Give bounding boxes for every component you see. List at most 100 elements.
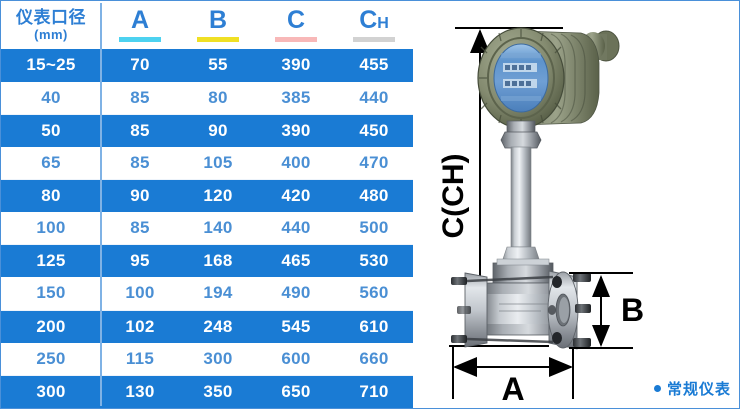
cell-a: 95 bbox=[130, 251, 150, 271]
cell-ch: 610 bbox=[359, 316, 389, 336]
lcd-digits bbox=[501, 53, 541, 101]
cell-ch: 500 bbox=[335, 212, 413, 246]
table-row: 40 85 80 385 440 bbox=[1, 81, 413, 115]
table-header: 仪表口径 (mm) A B C bbox=[1, 1, 413, 49]
cell-nominal-diameter: 250 bbox=[1, 342, 101, 376]
table-body: 15~25 70 55 390 455 40 85 80 385 440 50 85 90 390 450 6… bbox=[1, 49, 413, 408]
cell-c: 400 bbox=[257, 146, 335, 180]
cell-nominal-diameter: 40 bbox=[1, 81, 101, 115]
diagram-svg: C(CH) bbox=[437, 27, 644, 407]
cell-nominal-diameter: 50 bbox=[41, 120, 61, 140]
cell-b: 350 bbox=[203, 381, 233, 401]
header-letter-c: C bbox=[286, 6, 306, 34]
cell-b: 194 bbox=[179, 277, 257, 311]
cell-ch: 530 bbox=[359, 251, 389, 271]
header-underline-ch bbox=[353, 37, 395, 42]
table-row: 80 90 120 420 480 bbox=[1, 179, 413, 213]
header-cell-nominal-diameter: 仪表口径 (mm) bbox=[1, 1, 101, 49]
cell-a: 85 bbox=[101, 146, 179, 180]
cell-a: 85 bbox=[130, 120, 150, 140]
cell-b: 300 bbox=[179, 342, 257, 376]
header-letter-a: A bbox=[130, 6, 150, 34]
header-dn-unit: (mm) bbox=[34, 26, 68, 42]
cell-c: 650 bbox=[281, 381, 311, 401]
cell-a: 70 bbox=[130, 55, 150, 75]
cell-ch: 455 bbox=[359, 55, 389, 75]
cell-b: 90 bbox=[208, 120, 228, 140]
header-cell-c: C bbox=[257, 1, 335, 49]
caption-text: 常规仪表 bbox=[666, 381, 731, 398]
cell-nominal-diameter: 125 bbox=[36, 251, 66, 271]
cell-c: 600 bbox=[257, 342, 335, 376]
table-row: 200 102 248 545 610 bbox=[1, 310, 413, 343]
dimension-spec-table: 仪表口径 (mm) A B C bbox=[1, 1, 413, 408]
extension-neck bbox=[500, 146, 542, 266]
cell-nominal-diameter: 150 bbox=[1, 277, 101, 311]
header-underline-b bbox=[197, 37, 239, 42]
table-row: 250 115 300 600 660 bbox=[1, 342, 413, 376]
cell-ch: 480 bbox=[359, 186, 389, 206]
cell-nominal-diameter: 80 bbox=[41, 186, 61, 206]
header-underline-a bbox=[119, 37, 161, 42]
table-row: 15~25 70 55 390 455 bbox=[1, 49, 413, 82]
cell-c: 545 bbox=[281, 316, 311, 336]
cell-b: 140 bbox=[179, 212, 257, 246]
table-header-row: 仪表口径 (mm) A B C bbox=[1, 1, 413, 49]
cell-nominal-diameter: 200 bbox=[36, 316, 66, 336]
cell-a: 102 bbox=[125, 316, 155, 336]
cell-b: 80 bbox=[179, 81, 257, 115]
cell-ch: 660 bbox=[335, 342, 413, 376]
lcd-display bbox=[493, 43, 549, 113]
cell-nominal-diameter: 65 bbox=[1, 146, 101, 180]
cell-nominal-diameter: 15~25 bbox=[26, 55, 76, 75]
flange-bolts-right bbox=[548, 273, 591, 347]
dimension-b: B bbox=[569, 272, 644, 349]
dimension-a: A bbox=[452, 347, 574, 407]
flanged-meter-body bbox=[451, 258, 591, 350]
table-column-divider bbox=[100, 3, 102, 406]
cell-c: 390 bbox=[281, 55, 311, 75]
cell-a: 115 bbox=[101, 342, 179, 376]
table-row: 65 85 105 400 470 bbox=[1, 146, 413, 180]
cell-ch: 440 bbox=[335, 81, 413, 115]
table-row: 50 85 90 390 450 bbox=[1, 114, 413, 147]
header-dn-label: 仪表口径 bbox=[16, 7, 86, 27]
header-cell-ch: CH bbox=[335, 1, 413, 49]
table-row: 300 130 350 650 710 bbox=[1, 375, 413, 408]
flange-bolts-left bbox=[451, 277, 471, 343]
cell-nominal-diameter: 100 bbox=[1, 212, 101, 246]
dimension-label-c-ch: C(CH) bbox=[437, 154, 470, 239]
cell-b: 248 bbox=[203, 316, 233, 336]
cell-a: 130 bbox=[125, 381, 155, 401]
cell-c: 390 bbox=[281, 120, 311, 140]
diagram-caption: 常规仪表 bbox=[653, 378, 731, 399]
header-cell-a: A bbox=[101, 1, 179, 49]
cell-b: 105 bbox=[179, 146, 257, 180]
dimension-label-b: B bbox=[621, 292, 644, 328]
cell-c: 420 bbox=[281, 186, 311, 206]
cell-a: 85 bbox=[101, 81, 179, 115]
table-row: 150 100 194 490 560 bbox=[1, 277, 413, 311]
cell-ch: 560 bbox=[335, 277, 413, 311]
cell-ch: 710 bbox=[359, 381, 389, 401]
transmitter-assembly bbox=[477, 27, 620, 149]
cell-c: 440 bbox=[257, 212, 335, 246]
header-cell-b: B bbox=[179, 1, 257, 49]
header-letter-b: B bbox=[208, 6, 228, 34]
cell-b: 55 bbox=[208, 55, 228, 75]
bullet-icon bbox=[653, 385, 661, 392]
cell-ch: 450 bbox=[359, 120, 389, 140]
table-row: 125 95 168 465 530 bbox=[1, 244, 413, 278]
cell-a: 90 bbox=[130, 186, 150, 206]
cell-a: 100 bbox=[101, 277, 179, 311]
cell-ch: 470 bbox=[335, 146, 413, 180]
cell-nominal-diameter: 300 bbox=[36, 381, 66, 401]
header-underline-c bbox=[275, 37, 317, 42]
left-flange bbox=[464, 272, 488, 348]
table-row: 100 85 140 440 500 bbox=[1, 212, 413, 246]
cell-b: 168 bbox=[203, 251, 233, 271]
dimension-label-a: A bbox=[501, 371, 524, 407]
header-letter-ch: CH bbox=[359, 6, 389, 34]
cell-b: 120 bbox=[203, 186, 233, 206]
